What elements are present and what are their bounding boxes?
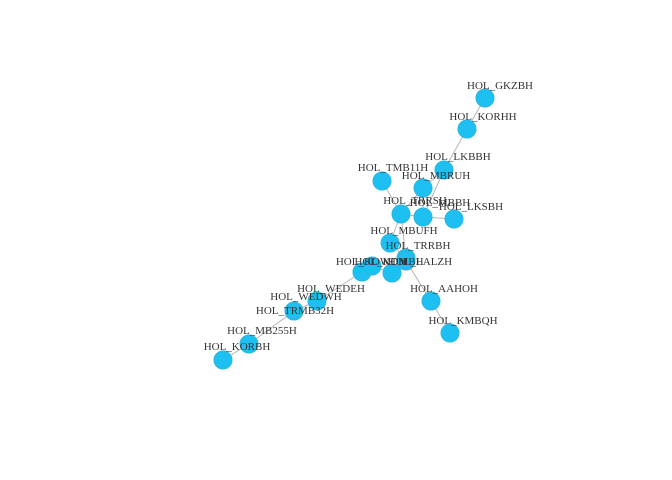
node-trmb32h[interactable] (284, 301, 304, 321)
node-korhh[interactable] (457, 119, 477, 139)
node-label-wedeh: HOL_WEDEH (297, 283, 365, 295)
node-label-korbh: HOL_KORBH (204, 341, 271, 353)
node-tmb11h[interactable] (372, 171, 392, 191)
node-lkbbh[interactable] (434, 160, 454, 180)
node-label-gkzbh: HOL_GKZBH (467, 80, 533, 92)
node-label-mbruh: HOL_MBRUH (402, 170, 471, 182)
node-label-kombh: HOL_KOMBH (354, 256, 423, 268)
node-mbbh[interactable] (413, 207, 433, 227)
node-korbh[interactable] (213, 350, 233, 370)
node-kmbqh[interactable] (440, 323, 460, 343)
node-label-wedwh: HOL_WEDWH (270, 291, 342, 303)
node-label-tmb11h: HOL_TMB11H (358, 162, 429, 174)
node-label-lksbh: HOL_LKSBH (439, 201, 503, 213)
node-lalzh[interactable] (396, 251, 416, 271)
node-label-trmb32h: HOL_TRMB32H (256, 305, 334, 317)
node-label-mbbh: HOL_MBBH (410, 197, 471, 209)
node-gkzbh[interactable] (475, 88, 495, 108)
node-aahoh[interactable] (421, 291, 441, 311)
node-label-kowdh: HOL_KOWDH (336, 256, 406, 268)
node-wedwh[interactable] (307, 291, 327, 311)
node-layer (213, 88, 495, 370)
node-label-mb255h: HOL_MB255H (227, 325, 297, 337)
node-mbruh[interactable] (413, 178, 433, 198)
node-label-aahoh: HOL_AAHOH (410, 283, 478, 295)
node-mb255h[interactable] (239, 334, 259, 354)
node-label-kmbqh: HOL_KMBQH (428, 315, 497, 327)
node-lksbh[interactable] (444, 209, 464, 229)
node-mbufh[interactable] (380, 233, 400, 253)
node-label-mbufh: HOL_MBUFH (370, 225, 437, 237)
node-label-lkbbh: HOL_LKBBH (425, 151, 490, 163)
node-label-lalzh: HOL_LALZH (388, 256, 452, 268)
node-kombh[interactable] (382, 263, 402, 283)
node-trrsh[interactable] (391, 204, 411, 224)
node-label-trrsh: HOL_TRRSH (383, 195, 447, 207)
node-label-korhh: HOL_KORHH (449, 111, 516, 123)
node-kowdh[interactable] (362, 256, 382, 276)
label-layer: HOL_GKZBHHOL_KORHHHOL_LKBBHHOL_TMB11HHOL… (204, 80, 533, 353)
node-label-trrbh: HOL_TRRBH (386, 240, 451, 252)
